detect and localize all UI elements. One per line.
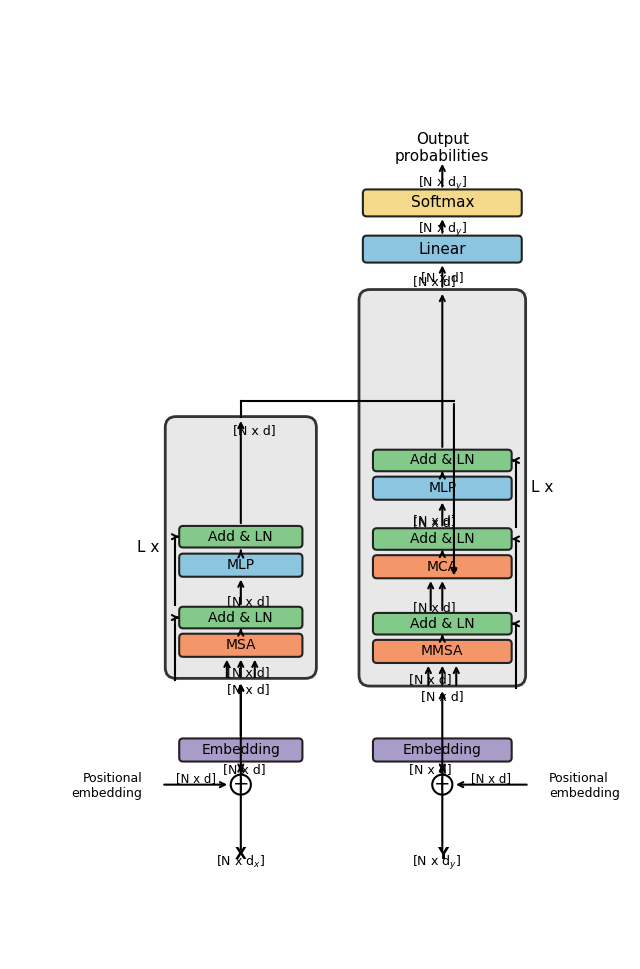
Text: Linear: Linear — [419, 241, 466, 257]
Text: +: + — [232, 775, 249, 795]
Text: +: + — [434, 775, 451, 795]
Text: Embedding: Embedding — [403, 743, 482, 757]
FancyBboxPatch shape — [373, 555, 511, 578]
Text: MSA: MSA — [225, 639, 256, 652]
Text: L x: L x — [531, 481, 554, 495]
Text: Add & LN: Add & LN — [209, 530, 273, 544]
FancyBboxPatch shape — [373, 450, 511, 471]
Text: [N x d$_y$]: [N x d$_y$] — [412, 854, 461, 872]
Text: [N x d]: [N x d] — [410, 673, 452, 686]
FancyBboxPatch shape — [179, 738, 303, 762]
FancyBboxPatch shape — [373, 613, 511, 635]
Text: [N x d]: [N x d] — [421, 271, 463, 285]
FancyBboxPatch shape — [165, 417, 316, 678]
Text: [N x d$_y$]: [N x d$_y$] — [418, 175, 467, 193]
Text: [N x d]: [N x d] — [223, 763, 266, 776]
Text: MLP: MLP — [227, 558, 255, 572]
FancyBboxPatch shape — [359, 290, 525, 686]
Text: Softmax: Softmax — [411, 196, 474, 210]
Text: [N x d]: [N x d] — [227, 595, 270, 608]
Text: Y: Y — [436, 847, 448, 861]
Text: [N x d]: [N x d] — [234, 424, 276, 437]
Text: X: X — [235, 847, 246, 861]
Text: L x: L x — [137, 540, 159, 555]
Text: Embedding: Embedding — [202, 743, 280, 757]
Text: [N x d]: [N x d] — [227, 666, 270, 678]
Text: MLP: MLP — [428, 482, 456, 495]
FancyBboxPatch shape — [179, 553, 303, 577]
Text: [N x d$_x$]: [N x d$_x$] — [216, 854, 266, 870]
Text: [N x d]: [N x d] — [413, 516, 456, 529]
Text: MCA: MCA — [427, 560, 458, 574]
FancyBboxPatch shape — [373, 528, 511, 549]
Text: Positional
embedding: Positional embedding — [71, 772, 142, 800]
Text: MMSA: MMSA — [421, 644, 463, 658]
Text: Add & LN: Add & LN — [209, 610, 273, 625]
FancyBboxPatch shape — [373, 477, 511, 500]
FancyBboxPatch shape — [373, 640, 511, 663]
FancyBboxPatch shape — [179, 607, 303, 628]
Text: [N x d]: [N x d] — [413, 514, 456, 527]
Text: Output
probabilities: Output probabilities — [395, 132, 490, 164]
Text: Positional
embedding: Positional embedding — [549, 772, 620, 800]
Text: [N x d]: [N x d] — [410, 763, 452, 776]
Text: [N x d]: [N x d] — [413, 275, 456, 289]
Text: [N x d]: [N x d] — [420, 690, 463, 703]
FancyBboxPatch shape — [179, 526, 303, 547]
Text: Add & LN: Add & LN — [410, 532, 475, 546]
FancyBboxPatch shape — [363, 235, 522, 263]
Text: Add & LN: Add & LN — [410, 616, 475, 631]
FancyBboxPatch shape — [363, 189, 522, 216]
FancyBboxPatch shape — [373, 738, 511, 762]
Text: [N x d]: [N x d] — [175, 772, 216, 785]
FancyBboxPatch shape — [179, 634, 303, 657]
Text: [N x d]: [N x d] — [227, 682, 270, 696]
Text: Add & LN: Add & LN — [410, 453, 475, 467]
Text: [N x d]: [N x d] — [413, 601, 456, 614]
Text: [N x d]: [N x d] — [471, 772, 511, 785]
Text: [N x d$_y$]: [N x d$_y$] — [418, 221, 467, 239]
